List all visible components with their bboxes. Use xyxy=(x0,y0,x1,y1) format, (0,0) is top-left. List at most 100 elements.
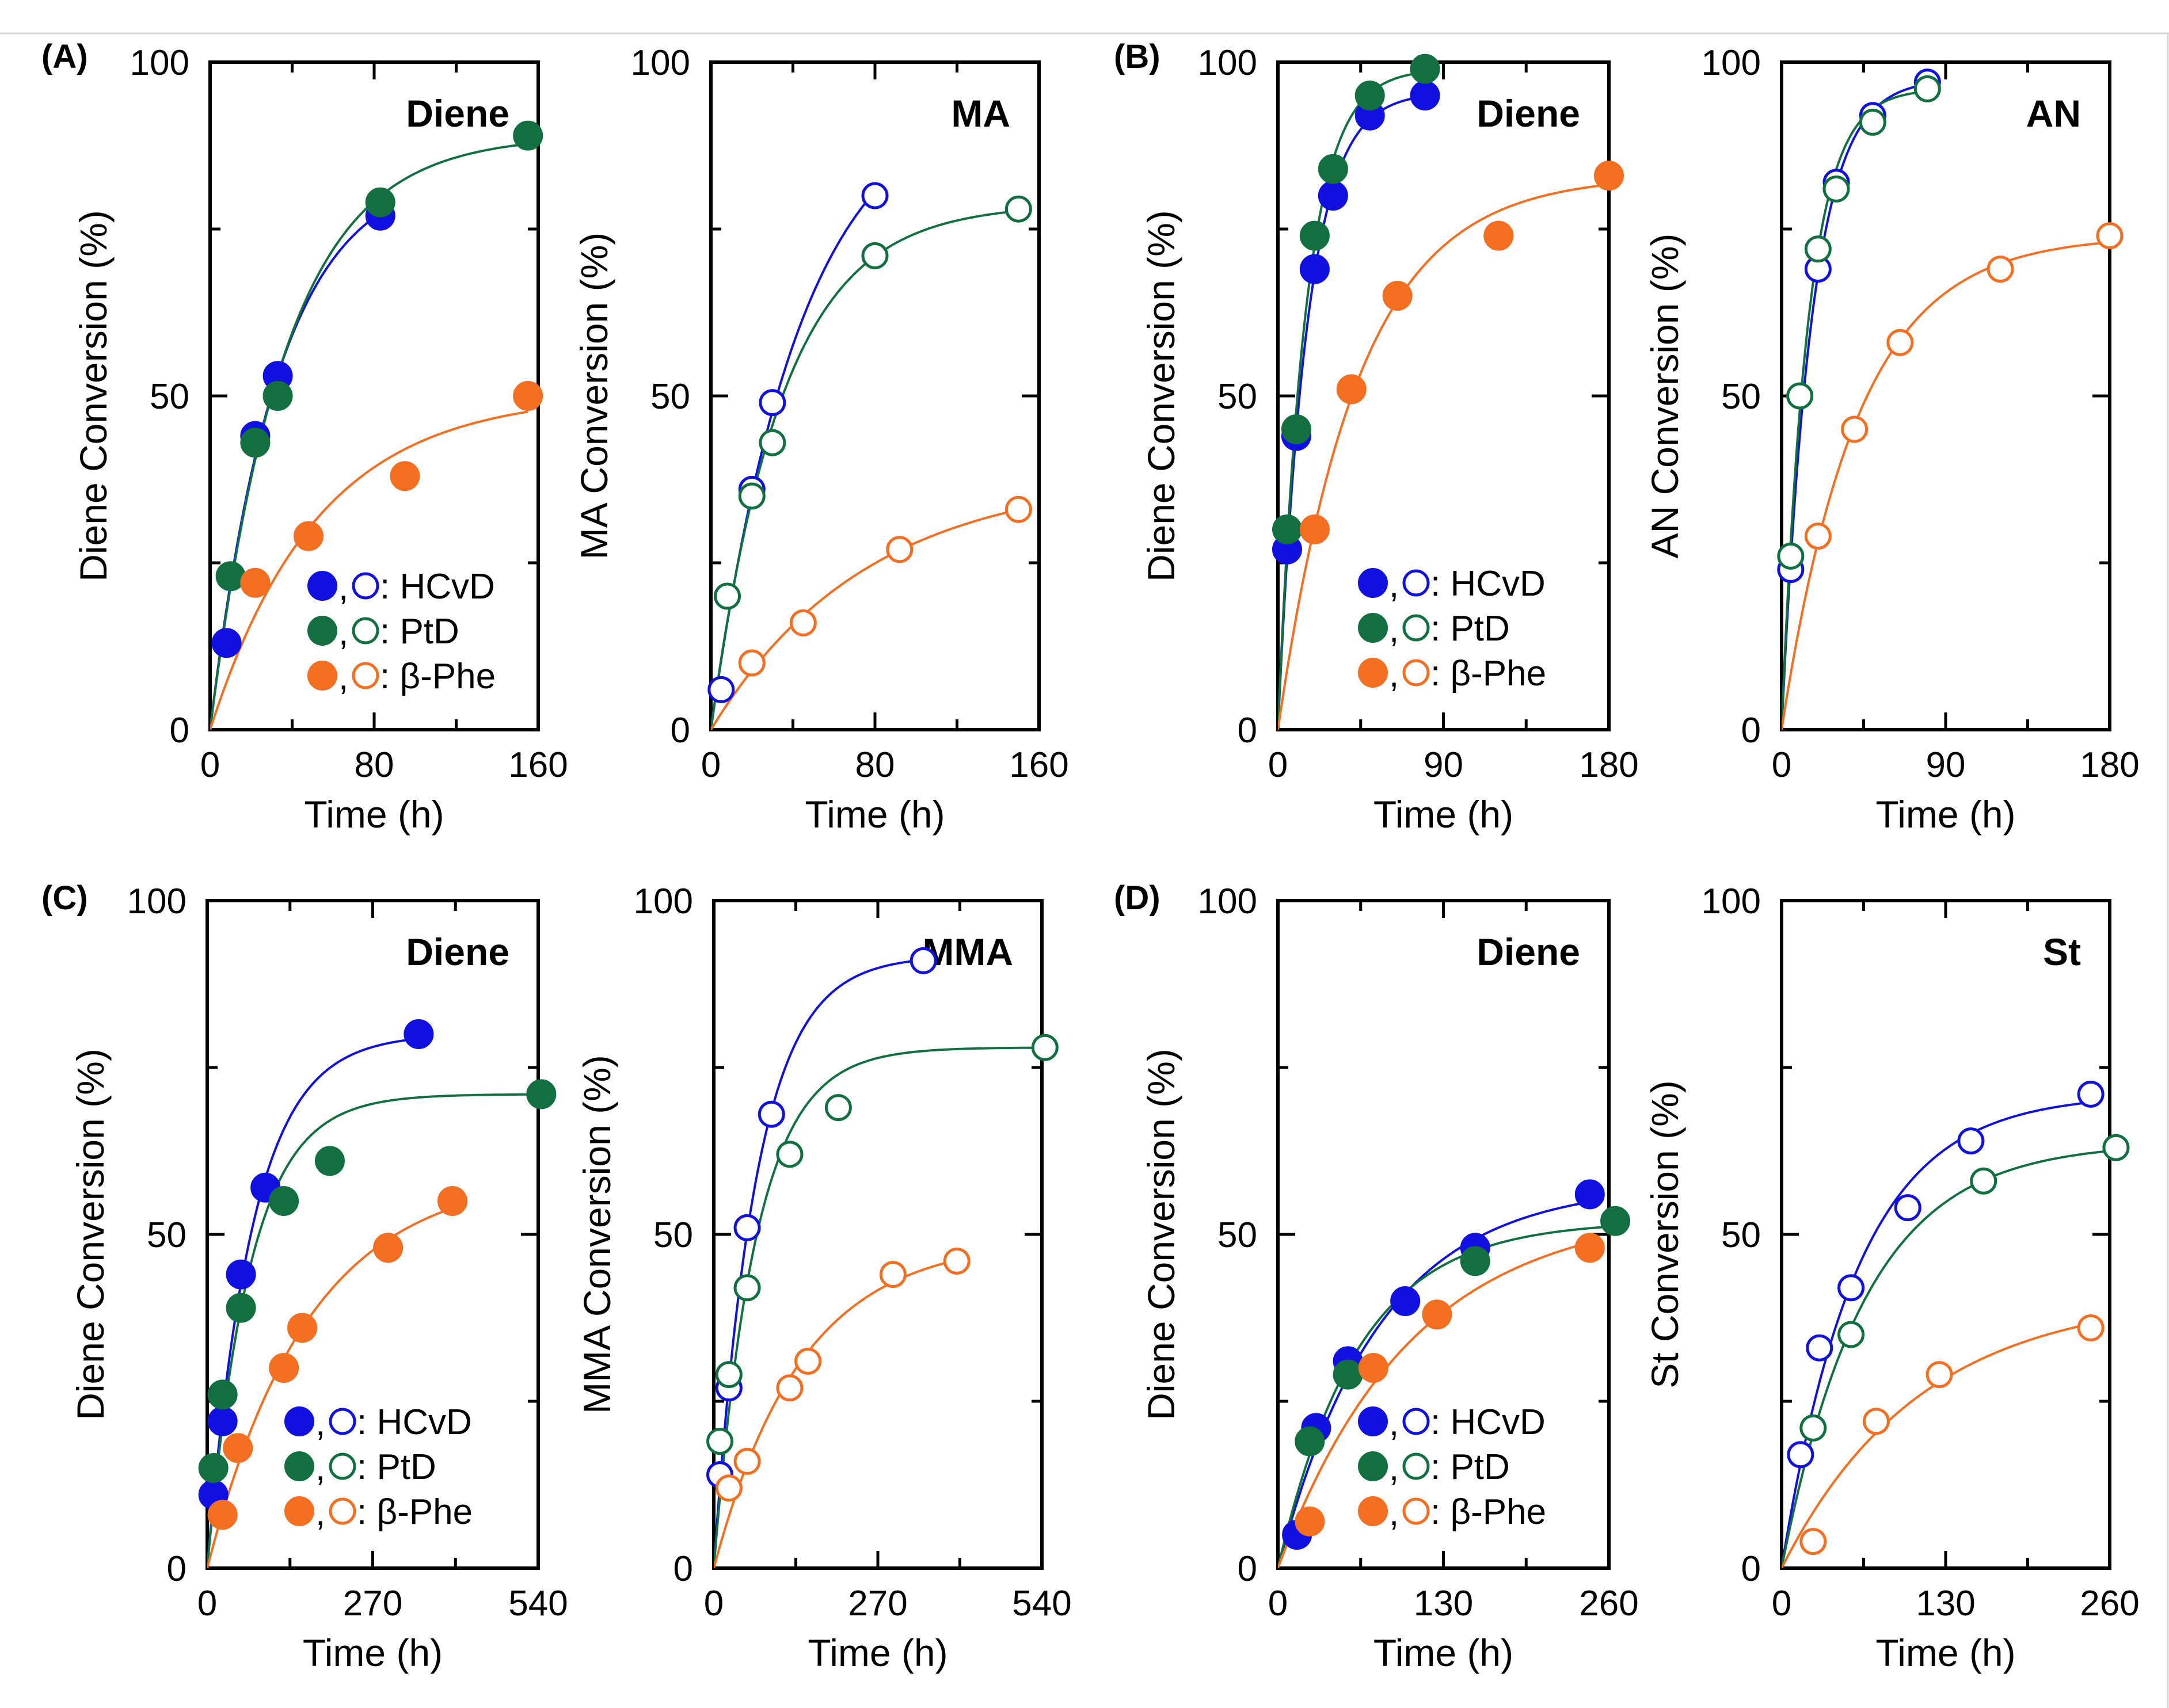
legend-label: : PtD xyxy=(1430,609,1510,649)
y-tick-label: 50 xyxy=(1217,1215,1257,1255)
legend-separator: , xyxy=(338,568,348,608)
data-point xyxy=(390,461,420,491)
plot-frame xyxy=(709,60,1041,731)
data-point xyxy=(1318,181,1348,211)
data-point xyxy=(776,1374,804,1402)
y-axis-title: MA Conversion (%) xyxy=(573,232,615,560)
data-point xyxy=(714,582,741,610)
chart-8: 0 130 260 0 50 100 Time (h) St Conversion (%) St xyxy=(1643,882,2140,1674)
data-point xyxy=(1318,154,1348,184)
fit-curve xyxy=(1782,1322,2091,1568)
legend-label: : β-Phe xyxy=(1430,1492,1546,1532)
data-point xyxy=(1281,414,1311,444)
data-point xyxy=(211,628,242,658)
y-tick-label: 50 xyxy=(653,1215,693,1255)
x-axis-title: Time (h) xyxy=(1875,1631,2015,1674)
x-tick-label: 0 xyxy=(701,745,721,785)
legend-entry: ,: PtD xyxy=(1358,1447,1510,1488)
legend-entry: ,: HCvD xyxy=(1358,1402,1546,1443)
legend-open-marker xyxy=(329,1452,356,1480)
data-point xyxy=(262,381,293,411)
legend-separator: , xyxy=(315,1404,325,1443)
y-tick-label: 50 xyxy=(1217,377,1257,417)
y-axis-title: Diene Conversion (%) xyxy=(1140,1049,1182,1420)
data-point xyxy=(707,676,735,703)
data-point xyxy=(2102,1134,2130,1161)
legend-filled-marker xyxy=(1358,1496,1388,1526)
fit-curve xyxy=(714,1259,957,1568)
y-tick-label: 0 xyxy=(167,1549,187,1589)
legend-entry: ,: PtD xyxy=(1358,609,1510,650)
y-tick-label: 50 xyxy=(650,377,690,417)
data-point xyxy=(1336,374,1367,405)
data-point xyxy=(1410,81,1440,110)
chart-6: 0 270 540 0 50 100 Time (h) MMA Conversion (%) M… xyxy=(576,882,1072,1674)
data-point xyxy=(1483,220,1514,251)
legend-filled-marker xyxy=(1358,1406,1388,1436)
data-point xyxy=(1837,1274,1865,1302)
data-point xyxy=(1422,1299,1452,1330)
x-tick-label: 540 xyxy=(508,1584,568,1623)
fit-curve xyxy=(1278,183,1609,730)
y-tick-label: 0 xyxy=(1238,711,1257,750)
x-tick-label: 0 xyxy=(1268,745,1288,785)
legend-label: : HCvD xyxy=(357,1402,472,1442)
legend-label: : HCvD xyxy=(1430,564,1546,604)
x-axis-title: Time (h) xyxy=(303,1631,443,1674)
legend-open-marker xyxy=(1402,1408,1430,1435)
data-point xyxy=(1299,514,1330,544)
legend-open-marker xyxy=(329,1497,356,1525)
data-point xyxy=(1574,1233,1605,1263)
legend-label: : β-Phe xyxy=(380,657,496,696)
data-point xyxy=(733,1214,761,1241)
data-point xyxy=(2077,1080,2105,1108)
y-tick-label: 50 xyxy=(147,1215,187,1255)
data-point xyxy=(733,1274,761,1302)
x-tick-label: 90 xyxy=(1424,745,1463,785)
y-tick-label: 50 xyxy=(1721,1215,1761,1255)
legend-label: : PtD xyxy=(380,612,459,651)
data-point xyxy=(1786,382,1814,410)
panel-label: (A) xyxy=(41,38,88,75)
data-point xyxy=(1804,235,1832,263)
x-tick-label: 130 xyxy=(1414,1584,1473,1623)
y-axis-title: Diene Conversion (%) xyxy=(69,1049,112,1420)
x-tick-label: 0 xyxy=(1268,1584,1288,1623)
data-point xyxy=(1799,1528,1827,1556)
legend-label: : HCvD xyxy=(380,567,495,607)
legend-separator: , xyxy=(1389,655,1399,695)
fit-curve xyxy=(711,508,1019,730)
y-axis-title: AN Conversion (%) xyxy=(1643,234,1686,559)
data-point xyxy=(1295,1506,1325,1537)
x-tick-label: 90 xyxy=(1926,745,1966,785)
chart-title: Diene xyxy=(1477,931,1580,973)
legend-filled-marker xyxy=(284,1451,314,1481)
chart-title: St xyxy=(2043,931,2081,973)
data-point xyxy=(226,1293,256,1323)
legend-separator: , xyxy=(1389,1404,1399,1443)
legend-open-marker xyxy=(1402,569,1430,597)
y-tick-label: 100 xyxy=(1702,43,1761,83)
data-point xyxy=(776,1141,804,1168)
chart-7: 0 130 260 0 50 100 Time (h) Diene Conversion (%… xyxy=(1140,882,1639,1674)
plot-frame xyxy=(1780,60,2111,731)
data-point xyxy=(1358,1353,1388,1383)
data-point xyxy=(1299,220,1330,251)
legend-open-marker xyxy=(1402,659,1430,687)
chart-title: Diene xyxy=(1477,92,1580,135)
data-point xyxy=(513,120,543,151)
x-tick-label: 0 xyxy=(1772,1584,1791,1623)
data-point xyxy=(1031,1034,1059,1061)
legend-open-marker xyxy=(1402,614,1430,642)
x-tick-label: 160 xyxy=(508,745,568,785)
data-point xyxy=(861,242,889,269)
x-tick-label: 0 xyxy=(1772,745,1791,785)
data-point xyxy=(1841,415,1869,443)
data-point xyxy=(1859,108,1886,136)
x-tick-label: 270 xyxy=(848,1584,907,1623)
y-tick-label: 50 xyxy=(150,377,189,417)
data-point xyxy=(1004,495,1032,523)
data-point xyxy=(794,1347,822,1375)
legend-separator: , xyxy=(338,658,348,697)
legend-separator: , xyxy=(315,1493,325,1533)
